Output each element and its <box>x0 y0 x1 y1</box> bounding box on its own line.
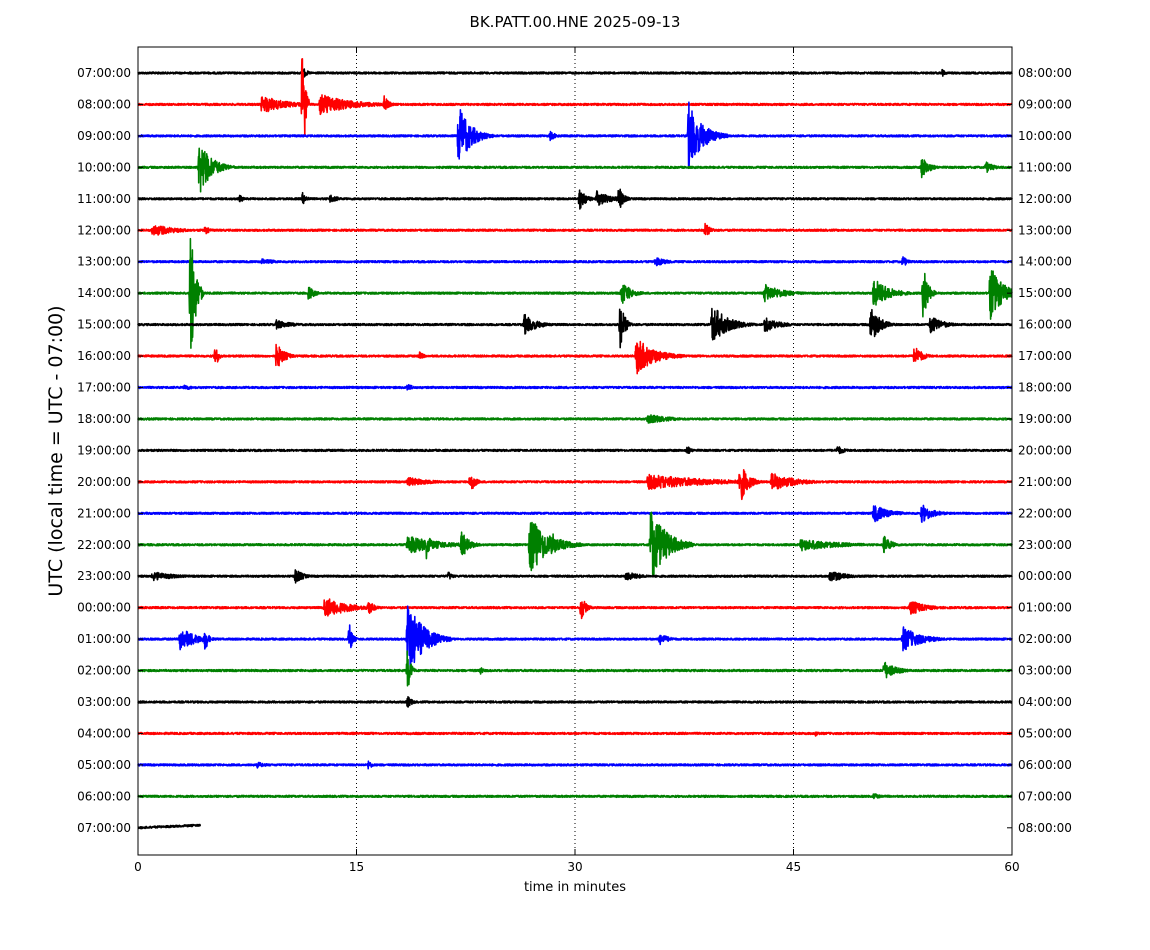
utc-label-1: 08:00:00 <box>77 97 131 111</box>
utc-label-20: 03:00:00 <box>77 695 131 709</box>
x-tick-label-3: 45 <box>786 860 801 874</box>
trace-row-17 <box>137 598 1013 620</box>
local-label-5: 13:00:00 <box>1018 223 1072 237</box>
utc-label-17: 00:00:00 <box>77 601 131 615</box>
utc-label-22: 05:00:00 <box>77 758 131 772</box>
local-label-24: 08:00:00 <box>1018 821 1072 835</box>
local-label-7: 15:00:00 <box>1018 286 1072 300</box>
trace-row-12 <box>137 446 1013 455</box>
utc-label-12: 19:00:00 <box>77 443 131 457</box>
trace-row-1 <box>137 58 1013 137</box>
utc-label-14: 21:00:00 <box>77 506 131 520</box>
local-label-2: 10:00:00 <box>1018 129 1072 143</box>
utc-label-23: 06:00:00 <box>77 789 131 803</box>
local-label-20: 04:00:00 <box>1018 695 1072 709</box>
utc-label-24: 07:00:00 <box>77 821 131 835</box>
trace-row-13 <box>137 469 1013 501</box>
y-axis-label: UTC (local time = UTC - 07:00) <box>45 305 67 596</box>
local-label-21: 05:00:00 <box>1018 726 1072 740</box>
local-label-13: 21:00:00 <box>1018 475 1072 489</box>
trace-row-14 <box>137 504 1013 523</box>
utc-tick-labels: 07:00:00 08:00:00 09:00:00 10:00:00 11:00:00… <box>77 66 143 835</box>
local-label-4: 12:00:00 <box>1018 192 1072 206</box>
local-label-11: 19:00:00 <box>1018 412 1072 426</box>
local-tick-labels: 08:00:00 09:00:00 10:00:00 11:00:00 12:00:00… <box>1007 66 1072 835</box>
trace-row-21 <box>137 731 1013 737</box>
utc-label-19: 02:00:00 <box>77 664 131 678</box>
x-axis-ticks: 0 15 30 45 60 <box>134 47 1020 874</box>
local-label-19: 03:00:00 <box>1018 664 1072 678</box>
chart-title: BK.PATT.00.HNE 2025-09-13 <box>470 13 681 31</box>
trace-row-4 <box>137 188 1013 210</box>
local-label-1: 09:00:00 <box>1018 97 1072 111</box>
utc-label-15: 22:00:00 <box>77 538 131 552</box>
x-axis-label: time in minutes <box>524 880 626 895</box>
trace-row-11 <box>137 414 1013 424</box>
trace-row-20 <box>137 696 1013 708</box>
trace-row-7 <box>137 237 1013 349</box>
utc-label-7: 14:00:00 <box>77 286 131 300</box>
utc-label-9: 16:00:00 <box>77 349 131 363</box>
local-label-18: 02:00:00 <box>1018 632 1072 646</box>
trace-row-2 <box>137 101 1013 169</box>
utc-label-18: 01:00:00 <box>77 632 131 646</box>
x-tick-label-1: 15 <box>349 860 364 874</box>
traces <box>137 58 1013 830</box>
utc-label-13: 20:00:00 <box>77 475 131 489</box>
utc-label-0: 07:00:00 <box>77 66 131 80</box>
trace-row-10 <box>137 384 1013 391</box>
utc-label-11: 18:00:00 <box>77 412 131 426</box>
trace-row-22 <box>137 760 1013 770</box>
trace-row-5 <box>137 222 1013 236</box>
x-tick-label-0: 0 <box>134 860 142 874</box>
utc-label-4: 11:00:00 <box>77 192 131 206</box>
local-label-0: 08:00:00 <box>1018 66 1072 80</box>
local-label-8: 16:00:00 <box>1018 318 1072 332</box>
local-label-15: 23:00:00 <box>1018 538 1072 552</box>
local-label-12: 20:00:00 <box>1018 443 1072 457</box>
trace-row-18 <box>137 605 1013 672</box>
trace-row-15 <box>137 511 1013 577</box>
trace-row-0 <box>137 68 1013 79</box>
x-tick-label-2: 30 <box>567 860 582 874</box>
utc-label-5: 12:00:00 <box>77 223 131 237</box>
local-label-22: 06:00:00 <box>1018 758 1072 772</box>
local-label-14: 22:00:00 <box>1018 506 1072 520</box>
local-label-23: 07:00:00 <box>1018 789 1072 803</box>
trace-row-23 <box>137 793 1013 800</box>
local-label-9: 17:00:00 <box>1018 349 1072 363</box>
trace-row-16 <box>137 569 1013 584</box>
local-label-16: 00:00:00 <box>1018 569 1072 583</box>
trace-row-19 <box>137 650 1013 687</box>
local-label-10: 18:00:00 <box>1018 381 1072 395</box>
trace-row-3 <box>137 147 1013 193</box>
trace-row-6 <box>137 256 1013 267</box>
utc-label-3: 10:00:00 <box>77 160 131 174</box>
utc-label-6: 13:00:00 <box>77 255 131 269</box>
local-label-17: 01:00:00 <box>1018 601 1072 615</box>
utc-label-8: 15:00:00 <box>77 318 131 332</box>
trace-row-24 <box>137 823 202 830</box>
trace-row-9 <box>137 340 1013 375</box>
local-label-3: 11:00:00 <box>1018 160 1072 174</box>
utc-label-16: 23:00:00 <box>77 569 131 583</box>
trace-row-8 <box>137 307 1013 349</box>
local-label-6: 14:00:00 <box>1018 255 1072 269</box>
utc-label-21: 04:00:00 <box>77 726 131 740</box>
utc-label-2: 09:00:00 <box>77 129 131 143</box>
utc-label-10: 17:00:00 <box>77 381 131 395</box>
x-tick-label-4: 60 <box>1004 860 1019 874</box>
